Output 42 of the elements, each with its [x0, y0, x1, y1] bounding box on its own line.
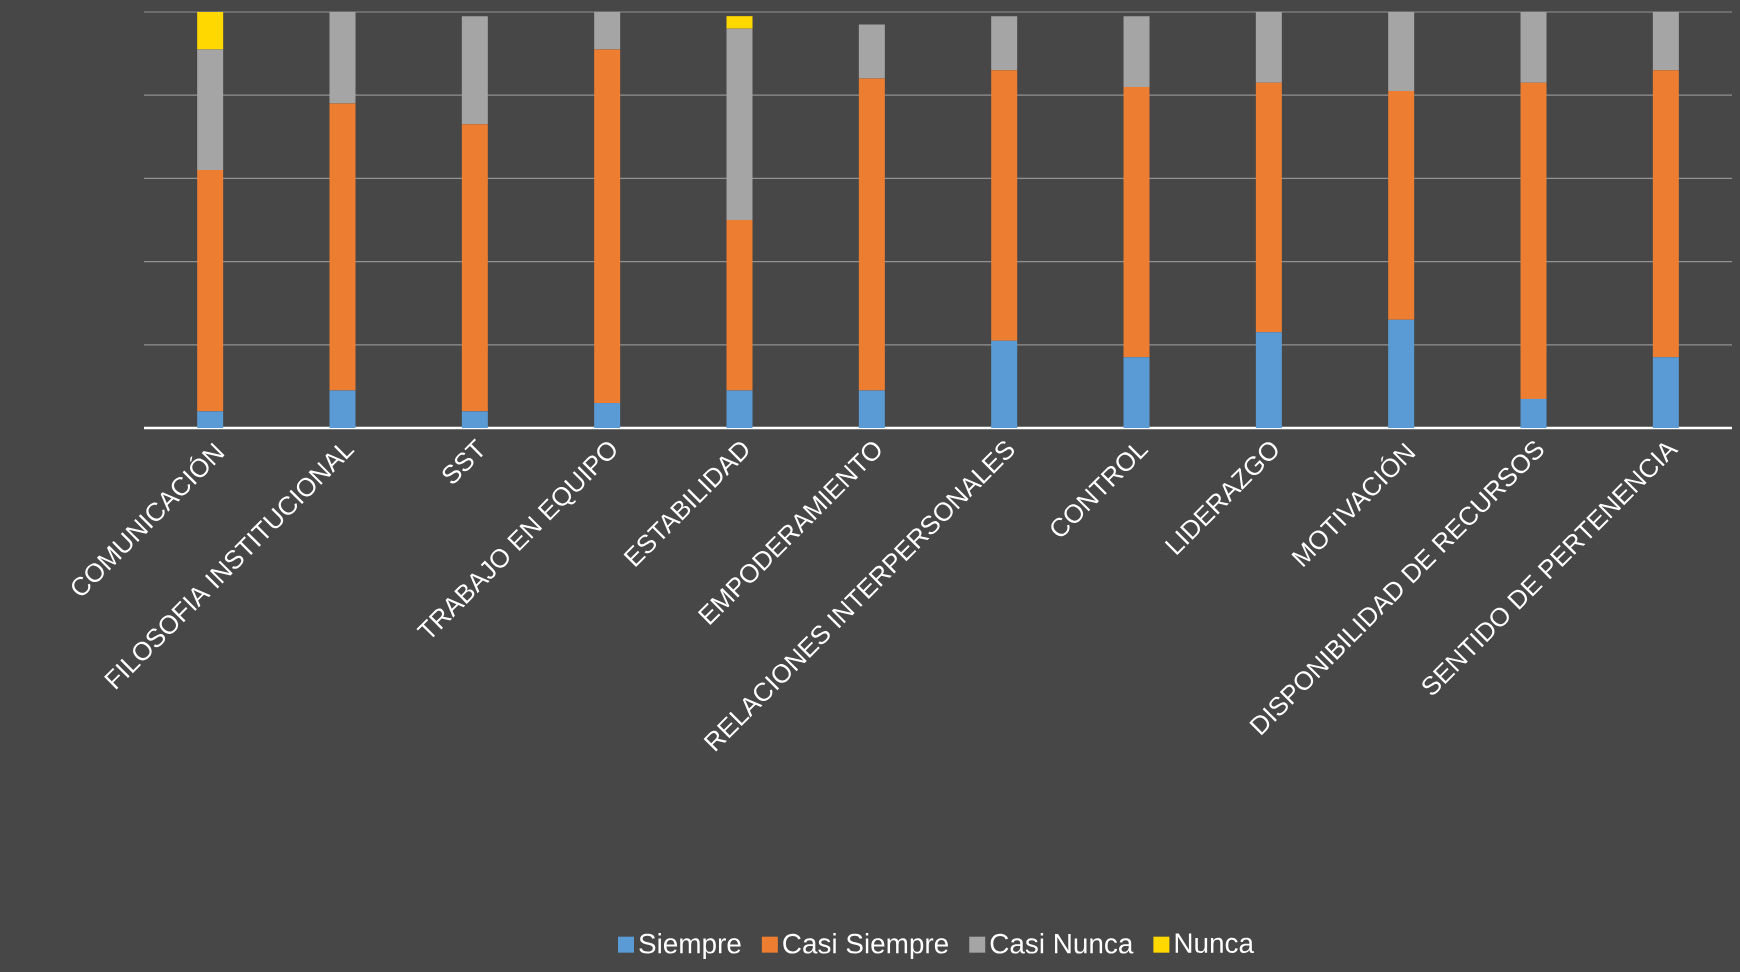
bar	[726, 390, 753, 428]
bar	[726, 28, 753, 220]
bar	[1388, 11, 1415, 92]
bar	[1652, 70, 1679, 358]
bar	[461, 411, 488, 428]
legend-label: Casi Nunca	[990, 933, 1134, 954]
bar	[1520, 82, 1547, 399]
bar	[329, 390, 356, 428]
bar	[594, 403, 621, 428]
bar	[1123, 86, 1150, 358]
bar	[1123, 357, 1150, 428]
bar	[726, 16, 753, 29]
bar	[1123, 16, 1150, 87]
bar	[726, 220, 753, 391]
bar	[594, 11, 621, 50]
bar	[858, 24, 885, 79]
bar	[197, 170, 224, 412]
bar	[329, 11, 356, 104]
legend-label: Siempre	[639, 933, 741, 960]
bar	[329, 103, 356, 391]
bar	[197, 49, 224, 171]
bar	[594, 49, 621, 404]
bar	[858, 390, 885, 428]
bar	[1255, 82, 1282, 333]
bar	[1652, 357, 1679, 428]
bar	[1388, 319, 1415, 428]
legend-label: Nunca	[1175, 933, 1255, 954]
bar	[461, 16, 488, 125]
bar	[197, 411, 224, 428]
bar	[858, 78, 885, 391]
bar	[1255, 11, 1282, 83]
bar	[461, 124, 488, 412]
bar	[991, 340, 1018, 428]
bar	[1652, 11, 1679, 71]
bar	[1520, 11, 1547, 83]
legend-label: Casi Siempre	[783, 933, 948, 960]
bar	[1520, 398, 1547, 428]
bar	[1255, 332, 1282, 428]
bar	[1388, 91, 1415, 320]
bar	[197, 11, 224, 50]
bar	[991, 16, 1018, 71]
bar	[991, 70, 1018, 341]
